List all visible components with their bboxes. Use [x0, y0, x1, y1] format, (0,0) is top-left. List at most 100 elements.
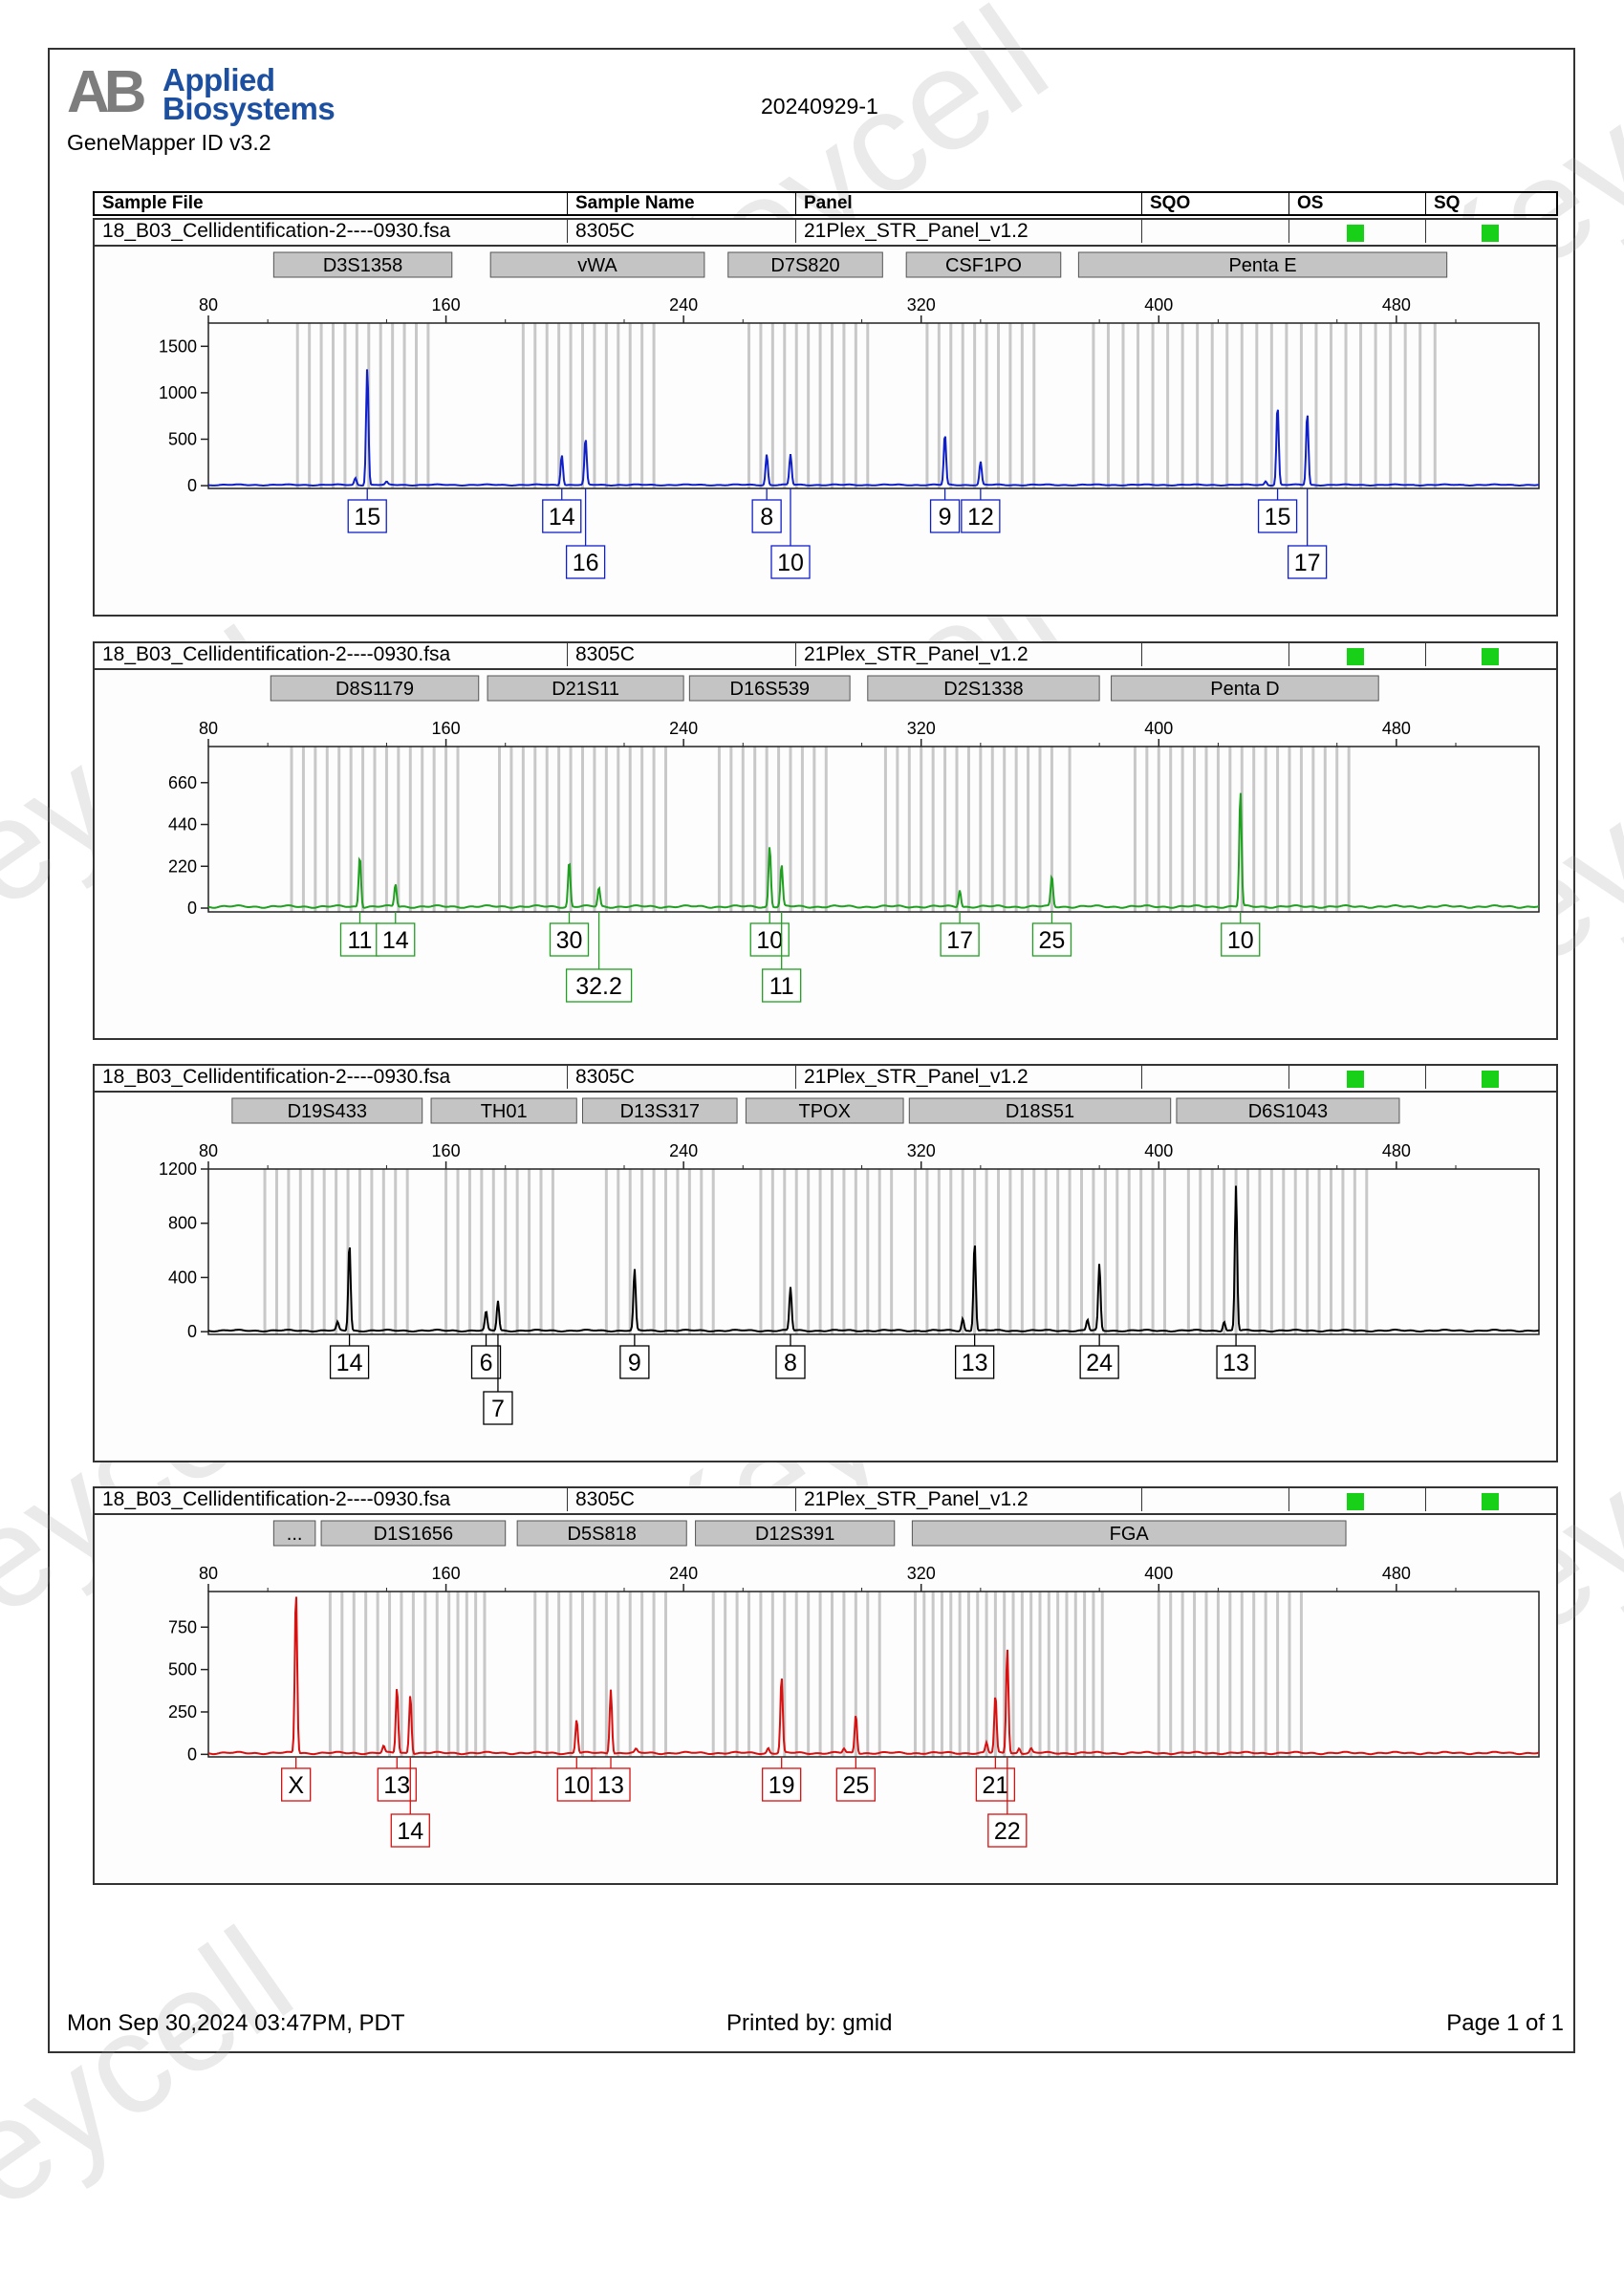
panel-name: 21Plex_STR_Panel_v1.2 — [795, 643, 1029, 666]
allele-call: 12 — [961, 488, 1001, 533]
allele-value: 13 — [597, 1772, 624, 1799]
run-name: 20240929-1 — [761, 94, 878, 119]
sample-name: 8305C — [567, 220, 635, 243]
sqo-cell — [1141, 1066, 1150, 1089]
y-tick-label: 0 — [187, 899, 197, 918]
electropherogram-panel-4: 18_B03_Cellidentification-2----0930.fsa … — [93, 1486, 1558, 1885]
marker-name: D3S1358 — [323, 255, 402, 276]
sample-file: 18_B03_Cellidentification-2----0930.fsa — [102, 643, 451, 665]
marker-name: Penta E — [1228, 255, 1296, 276]
marker-box — [695, 1520, 896, 1547]
allele-value: 32.2 — [575, 973, 622, 1000]
column-sample-name: Sample Name — [567, 193, 695, 214]
allele-value: 8 — [784, 1350, 797, 1376]
panel-name: 21Plex_STR_Panel_v1.2 — [795, 1066, 1029, 1089]
marker-box — [911, 1520, 1347, 1547]
allele-value: 15 — [1265, 504, 1291, 531]
marker-name: D19S433 — [288, 1101, 367, 1122]
marker-label: TH01 — [430, 1097, 577, 1124]
marker-name: D13S317 — [620, 1101, 700, 1122]
allele-box — [835, 1767, 877, 1802]
y-tick-label: 440 — [168, 815, 197, 834]
allele-value: 14 — [382, 927, 409, 954]
allele-box — [565, 968, 633, 1003]
electropherogram-panel-1: 18_B03_Cellidentification-2----0930.fsa … — [93, 218, 1558, 617]
electropherogram-chart-2: D8S1179 D21S11 D16S539 D2S1338 Penta D 80 160 2… — [168, 675, 1540, 1003]
marker-name: D18S51 — [1006, 1101, 1074, 1122]
allele-box — [339, 922, 380, 957]
plot-frame — [207, 322, 1540, 489]
page-number: Page 1 of 1 — [1446, 2010, 1564, 2036]
marker-label: ... — [272, 1520, 316, 1547]
allele-call: 6 — [470, 1334, 502, 1379]
sq-quality-flag — [1482, 1071, 1499, 1088]
marker-name: TH01 — [481, 1101, 528, 1122]
printed-by: Printed by: gmid — [726, 2010, 893, 2036]
allele-call: 14 — [376, 912, 416, 957]
y-tick-label: 0 — [187, 1744, 197, 1764]
column-sqo: SQO — [1141, 193, 1190, 214]
sample-file: 18_B03_Cellidentification-2----0930.fsa — [102, 1066, 451, 1088]
y-tick-label: 1000 — [159, 383, 197, 402]
x-tick-label: 400 — [1144, 1141, 1173, 1160]
marker-label: D16S539 — [688, 675, 851, 702]
allele-call: 30 — [549, 912, 590, 957]
allele-box — [619, 1345, 650, 1379]
marker-label: D19S433 — [231, 1097, 423, 1124]
allele-value: 14 — [549, 504, 575, 531]
sample-name: 8305C — [567, 1066, 635, 1089]
allele-box — [1221, 922, 1261, 957]
column-header-row: Sample File Sample Name Panel SQO OS SQ — [93, 191, 1558, 216]
x-tick-label: 160 — [432, 295, 461, 314]
allele-box — [975, 1767, 1016, 1802]
y-tick-label: 660 — [168, 773, 197, 792]
allele-box — [347, 499, 387, 533]
sq-cell — [1425, 643, 1558, 666]
marker-name: D16S539 — [730, 679, 810, 700]
x-tick-label: 320 — [907, 1141, 936, 1160]
logo-text-line1: Applied — [162, 62, 275, 97]
sample-file: 18_B03_Cellidentification-2----0930.fsa — [102, 1488, 451, 1510]
sqo-cell — [1141, 220, 1150, 243]
plot-frame — [207, 746, 1540, 913]
allele-value: 10 — [777, 550, 804, 576]
allele-box — [751, 499, 782, 533]
allele-value: 10 — [756, 927, 783, 954]
signal-trace — [207, 1185, 1540, 1333]
y-tick-label: 500 — [168, 429, 197, 448]
marker-label: Penta E — [1077, 251, 1448, 278]
marker-label: D7S820 — [727, 251, 883, 278]
allele-call: 16 — [565, 488, 606, 579]
y-tick-label: 0 — [187, 476, 197, 495]
marker-box — [231, 1097, 423, 1124]
x-tick-label: 480 — [1382, 1564, 1411, 1583]
marker-name: ... — [287, 1524, 303, 1545]
marker-name: D7S820 — [770, 255, 839, 276]
sq-quality-flag — [1482, 225, 1499, 242]
allele-box — [542, 499, 582, 533]
x-tick-label: 400 — [1144, 295, 1173, 314]
allele-call: 17 — [940, 912, 980, 957]
allele-call: 24 — [1079, 1334, 1119, 1379]
allele-value: 10 — [1227, 927, 1254, 954]
x-tick-label: 160 — [432, 1564, 461, 1583]
allele-call: 10 — [770, 488, 811, 579]
allele-call: 7 — [483, 1334, 513, 1425]
allele-call: 8 — [775, 1334, 806, 1379]
sample-name: 8305C — [567, 1488, 635, 1511]
os-quality-flag — [1347, 1493, 1364, 1510]
sample-name: 8305C — [567, 643, 635, 666]
marker-box — [516, 1520, 687, 1547]
x-tick-label: 480 — [1382, 295, 1411, 314]
signal-trace — [207, 792, 1540, 909]
allele-box — [281, 1767, 312, 1802]
marker-box — [745, 1097, 904, 1124]
allele-value: 14 — [397, 1818, 423, 1845]
marker-name: D8S1179 — [336, 679, 414, 700]
allele-value: 24 — [1086, 1350, 1113, 1376]
os-quality-flag — [1347, 1071, 1364, 1088]
panel-name: 21Plex_STR_Panel_v1.2 — [795, 1488, 1029, 1511]
x-tick-label: 80 — [199, 719, 218, 738]
allele-call: 9 — [929, 488, 961, 533]
